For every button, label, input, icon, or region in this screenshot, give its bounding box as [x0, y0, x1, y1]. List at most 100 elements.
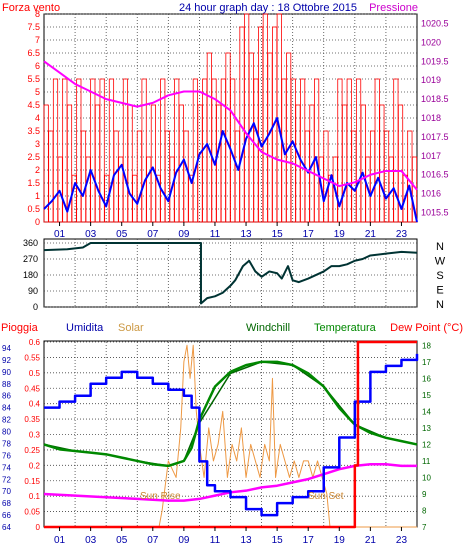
wind-tick-label: 3.5	[27, 126, 40, 136]
rain-tick-label: 0.25	[24, 446, 40, 455]
humidity-tick-label: 80	[2, 428, 11, 437]
wind-tick-label: 3	[35, 139, 40, 149]
wind-tick-label: 7.5	[27, 22, 40, 32]
rain-line	[44, 340, 417, 529]
wind-tick-label: 7	[35, 35, 40, 45]
temperature-tick-label: 9	[422, 490, 427, 499]
rain-tick-label: 0	[36, 523, 41, 532]
rain-tick-label: 0.15	[24, 477, 40, 486]
solar-line	[44, 344, 417, 528]
x-tick-label: 11	[210, 229, 221, 240]
humidity-tick-label: 90	[2, 368, 11, 377]
humidity-y-axis: 64 66 68 70 72 74 76 78 80 82 84 86 88 90 92 94	[2, 344, 11, 532]
temperature-tick-label: 12	[422, 440, 431, 449]
wind-y-axis: 0 0.5 1 1.5 2 2.5 3 3.5 4 4.5 5 5.5 6 6.5 7 7.5 8	[27, 9, 40, 227]
pressure-axis-title: Pressione	[369, 2, 418, 14]
x-tick-label: 03	[85, 535, 97, 546]
wind-tick-label: 6	[35, 61, 40, 71]
sunrise-annotation: Sun Rise	[140, 491, 181, 502]
humidity-tick-label: 86	[2, 392, 11, 401]
humidity-tick-label: 78	[2, 439, 11, 448]
rain-tick-label: 0.35	[24, 415, 40, 424]
direction-tick-label: 0	[33, 302, 38, 312]
compass-label: E	[436, 285, 443, 297]
humidity-tick-label: 82	[2, 416, 11, 425]
temp-x-axis: 01 03 05 07 09 11 13 15 17 19 21 23	[54, 527, 407, 546]
wind-average-line	[43, 117, 418, 223]
temperature-tick-label: 16	[422, 374, 431, 383]
humidity-line	[44, 353, 419, 517]
direction-tick-label: 270	[23, 254, 38, 264]
x-tick-label: 15	[272, 535, 284, 546]
x-tick-label: 03	[85, 229, 97, 240]
wind-tick-label: 4	[35, 113, 40, 123]
rain-tick-label: 0.4	[29, 400, 41, 409]
compass-label: N	[436, 241, 444, 253]
rain-y-axis: 0 0.05 0.1 0.15 0.2 0.25 0.3 0.35 0.4 0.45 0.5 0.55…	[24, 338, 40, 532]
rain-tick-label: 0.45	[24, 384, 40, 393]
humidity-tick-label: 76	[2, 451, 11, 460]
temperature-tick-label: 17	[422, 358, 431, 367]
pressure-tick-label: 1018	[421, 113, 441, 123]
wind-gust-bars	[43, 13, 418, 223]
compass-label: N	[436, 299, 444, 311]
wind-gust-bar	[66, 104, 73, 223]
x-tick-label: 01	[54, 535, 66, 546]
sunset-annotation: Sun Set	[308, 491, 344, 502]
rain-tick-label: 0.1	[29, 492, 41, 501]
rain-axis-title: Pioggia	[1, 322, 39, 334]
humidity-tick-label: 70	[2, 487, 11, 496]
x-tick-label: 01	[54, 229, 66, 240]
temperature-tick-label: 10	[422, 473, 431, 482]
windchill-title: Windchill	[246, 322, 290, 334]
temperature-tick-label: 14	[422, 407, 431, 416]
wind-tick-label: 0	[35, 217, 40, 227]
pressure-line	[43, 60, 418, 191]
rain-tick-label: 0.6	[29, 338, 41, 347]
rain-tick-label: 0.2	[29, 461, 41, 470]
x-tick-label: 07	[147, 535, 159, 546]
x-tick-label: 17	[303, 535, 315, 546]
wind-gust-bar	[397, 104, 404, 223]
x-tick-label: 09	[178, 229, 190, 240]
temperature-line	[43, 360, 418, 468]
x-tick-label: 07	[147, 229, 159, 240]
humidity-tick-label: 66	[2, 511, 11, 520]
temperature-tick-label: 18	[422, 341, 431, 350]
pressure-tick-label: 1017.5	[421, 132, 449, 142]
solar-title: Solar	[118, 322, 144, 334]
humidity-tick-label: 64	[2, 523, 11, 532]
wind-panel-lines	[43, 60, 418, 223]
temp-panel-frame	[43, 340, 418, 528]
pressure-tick-label: 1019	[421, 75, 441, 85]
direction-tick-label: 360	[23, 238, 38, 248]
x-tick-label: 09	[178, 535, 190, 546]
temperature-tick-label: 7	[422, 523, 427, 532]
wind-x-axis: 01 03 05 07 09 11 13 15 17 19 21 23	[54, 222, 407, 240]
direction-panel-lines	[43, 242, 418, 305]
pressure-tick-label: 1018.5	[421, 94, 449, 104]
x-tick-label: 13	[240, 535, 252, 546]
rain-tick-label: 0.05	[24, 508, 40, 517]
rain-tick-label: 0.55	[24, 353, 40, 362]
temp-panel-lines	[43, 340, 419, 529]
direction-y-axis: 0 90 180 270 360	[23, 238, 38, 312]
x-tick-label: 15	[272, 229, 284, 240]
wind-tick-label: 5.5	[27, 74, 40, 84]
direction-panel-grid	[44, 239, 417, 308]
temperature-tick-label: 13	[422, 424, 431, 433]
pressure-tick-label: 1016	[421, 189, 441, 199]
wind-gust-bar	[141, 78, 147, 223]
pressure-tick-label: 1020.5	[421, 18, 449, 28]
x-tick-label: 11	[210, 535, 221, 546]
x-tick-label: 05	[116, 229, 128, 240]
dewpoint-title: Dew Point (°C)	[390, 322, 463, 334]
compass-label: W	[435, 256, 446, 268]
direction-tick-label: 90	[28, 286, 38, 296]
pressure-tick-label: 1015.5	[421, 208, 449, 218]
wind-tick-label: 2	[35, 165, 40, 175]
x-tick-label: 19	[334, 535, 346, 546]
temperature-tick-label: 11	[422, 457, 431, 466]
